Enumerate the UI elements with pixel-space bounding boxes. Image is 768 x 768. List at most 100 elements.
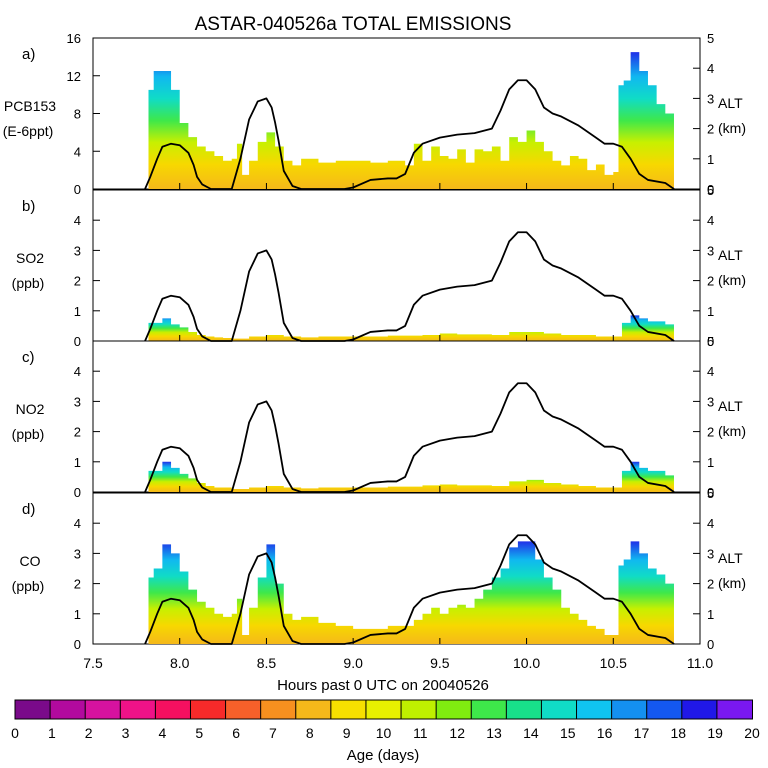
right-tick-label: 5 xyxy=(707,31,714,46)
units-label: (ppb) xyxy=(12,426,45,442)
age-colorbar: 0 1 2 3 4 5 6 7 8 9 10 11 12 13 14 15 16 17 18 19 20 xyxy=(11,699,760,741)
colorbar-tick-label: 8 xyxy=(306,725,314,741)
concentration-area xyxy=(148,315,674,341)
right-tick-label: 4 xyxy=(707,364,714,379)
left-tick-label: 0 xyxy=(74,334,81,349)
left-tick-label: 1 xyxy=(74,607,81,622)
panels: 0481216012345a)PCB153(E-6ppt)ALT(km)0123… xyxy=(3,31,746,652)
right-tick-label: 3 xyxy=(707,546,714,561)
left-tick-label: 0 xyxy=(74,637,81,652)
x-tick-label: 9.0 xyxy=(343,655,363,671)
altitude-label: ALT xyxy=(718,247,743,263)
x-axis-label: Hours past 0 UTC on 20040526 xyxy=(277,677,489,694)
concentration-area xyxy=(148,52,674,189)
left-tick-label: 3 xyxy=(74,243,81,258)
colorbar-swatch xyxy=(400,699,438,720)
colorbar-swatch xyxy=(154,699,192,720)
left-tick-label: 2 xyxy=(74,425,81,440)
colorbar-label: Age (days) xyxy=(347,747,420,764)
left-tick-label: 1 xyxy=(74,455,81,470)
colorbar-swatch xyxy=(505,699,543,720)
right-tick-label: 2 xyxy=(707,425,714,440)
right-tick-label: 5 xyxy=(707,334,714,349)
colorbar-tick-label: 0 xyxy=(11,725,19,741)
colorbar-tick-label: 16 xyxy=(597,725,613,741)
left-tick-label: 2 xyxy=(74,274,81,289)
colorbar-tick-label: 13 xyxy=(486,725,502,741)
right-tick-label: 0 xyxy=(707,182,714,197)
panel-so2: 0 1 2 3 4 0 1 2 3 4 5 b) SO2 (ppb) ALT (km) xyxy=(12,183,746,349)
colorbar-tick-label: 20 xyxy=(744,725,760,741)
right-tick-label: 4 xyxy=(707,516,714,531)
colorbar-swatch xyxy=(49,699,87,720)
right-tick-label: 2 xyxy=(707,577,714,592)
right-tick-label: 1 xyxy=(707,152,714,167)
right-tick-label: 3 xyxy=(707,243,714,258)
colorbar-swatch xyxy=(14,699,52,720)
altitude-line xyxy=(144,382,675,493)
right-tick-label: 1 xyxy=(707,304,714,319)
species-label: PCB153 xyxy=(4,98,56,114)
colorbar-swatch xyxy=(119,699,157,720)
right-tick-label: 2 xyxy=(707,122,714,137)
altitude-line xyxy=(144,534,675,645)
left-tick-label: 3 xyxy=(74,394,81,409)
right-tick-label: 3 xyxy=(707,91,714,106)
left-tick-label: 4 xyxy=(74,364,81,379)
right-tick-label: 0 xyxy=(707,485,714,500)
right-tick-label: 5 xyxy=(707,183,714,198)
altitude-label: ALT xyxy=(718,398,743,414)
colorbar-tick-label: 19 xyxy=(707,725,723,741)
colorbar-tick-label: 6 xyxy=(232,725,240,741)
panel-no2: 0 1 2 3 4 0 1 2 3 4 5 c) NO2 (ppb) ALT (km) xyxy=(12,334,746,500)
colorbar-swatch xyxy=(435,699,473,720)
left-tick-label: 0 xyxy=(74,485,81,500)
panel-frame xyxy=(92,189,701,342)
left-tick-label: 4 xyxy=(74,213,81,228)
species-label: NO2 xyxy=(16,401,45,417)
altitude-label: ALT xyxy=(718,95,743,111)
altitude-label: ALT xyxy=(718,550,743,566)
colorbar-swatch xyxy=(260,699,297,720)
colorbar-tick-label: 4 xyxy=(159,725,167,741)
colorbar-swatch xyxy=(576,699,613,720)
right-tick-label: 4 xyxy=(707,213,714,228)
right-tick-label: 1 xyxy=(707,607,714,622)
colorbar-tick-label: 15 xyxy=(560,725,576,741)
altitude-line xyxy=(144,79,675,190)
colorbar-tick-label: 10 xyxy=(376,725,392,741)
x-tick-label: 10.0 xyxy=(513,655,540,671)
species-label: SO2 xyxy=(16,250,44,266)
colorbar-swatch xyxy=(330,699,367,720)
colorbar-tick-label: 5 xyxy=(195,725,203,741)
colorbar-swatch xyxy=(225,699,262,720)
right-tick-label: 2 xyxy=(707,274,714,289)
panel-letter: c) xyxy=(22,349,35,366)
left-tick-label: 1 xyxy=(74,304,81,319)
colorbar-tick-label: 18 xyxy=(671,725,687,741)
left-tick-label: 4 xyxy=(74,144,81,159)
panel-letter: d) xyxy=(22,501,35,518)
colorbar-swatch xyxy=(365,699,403,720)
colorbar-tick-label: 12 xyxy=(449,725,465,741)
x-axis: 7.5 8.0 8.5 9.0 9.5 10.0 10.5 11.0 xyxy=(83,655,713,671)
colorbar-swatch xyxy=(716,699,754,720)
x-tick-label: 8.5 xyxy=(257,655,277,671)
altitude-units-label: (km) xyxy=(718,575,746,591)
colorbar-tick-label: 14 xyxy=(523,725,539,741)
x-tick-label: 7.5 xyxy=(83,655,103,671)
colorbar-swatch xyxy=(681,699,718,720)
left-tick-label: 16 xyxy=(67,31,81,46)
left-tick-label: 2 xyxy=(74,577,81,592)
colorbar-tick-label: 7 xyxy=(269,725,277,741)
right-tick-label: 3 xyxy=(707,394,714,409)
colorbar-tick-label: 1 xyxy=(48,725,56,741)
panel-frame xyxy=(92,340,701,493)
right-tick-label: 0 xyxy=(707,637,714,652)
colorbar-swatch xyxy=(540,699,578,720)
altitude-units-label: (km) xyxy=(718,120,746,136)
left-tick-label: 4 xyxy=(74,516,81,531)
right-tick-label: 0 xyxy=(707,334,714,349)
